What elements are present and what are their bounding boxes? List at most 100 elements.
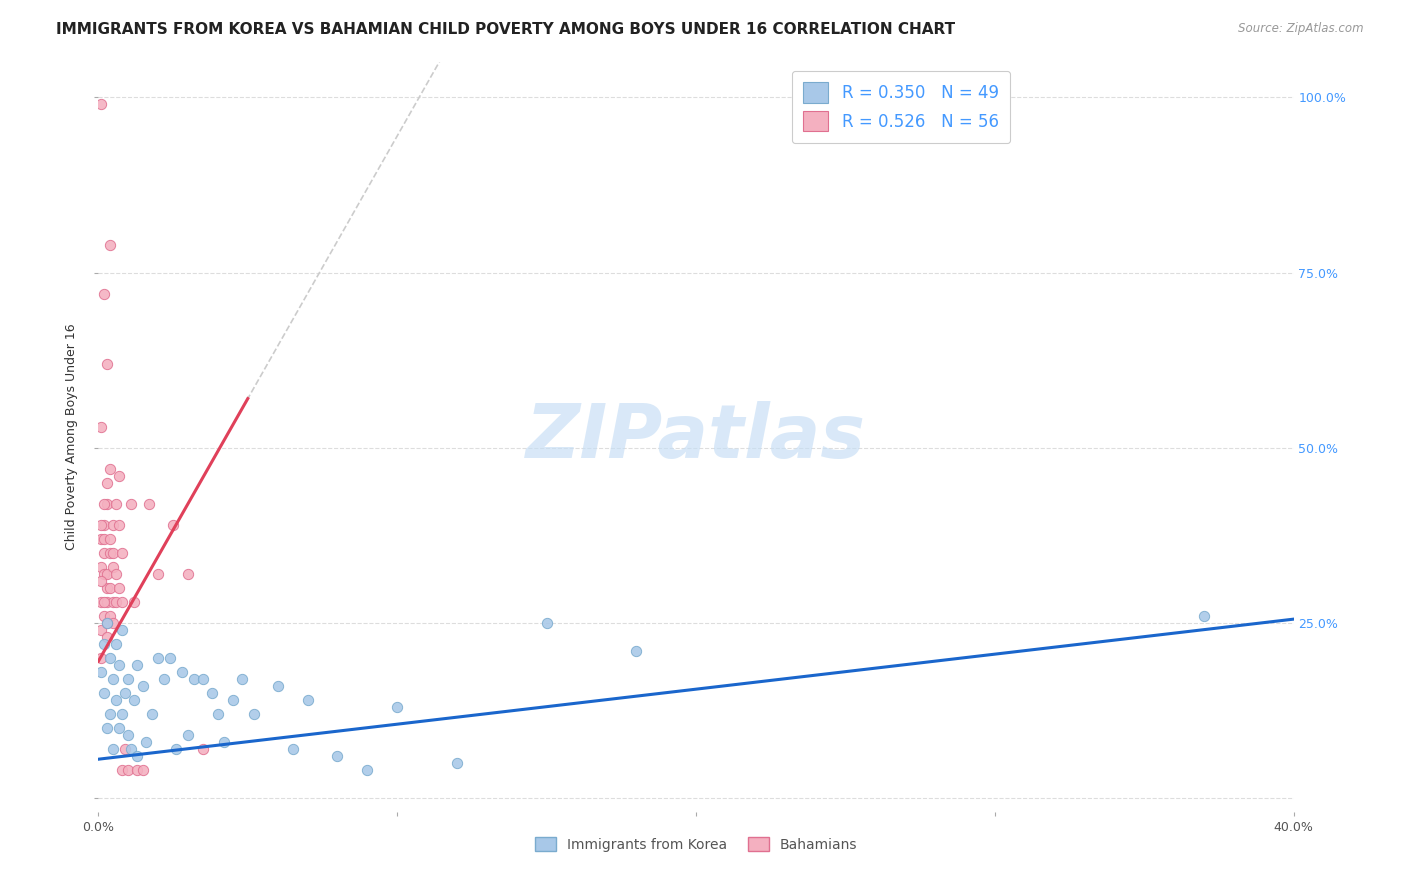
Point [124,692,146,706]
Point [103,559,125,574]
Point [132,763,155,777]
Point [108,581,131,595]
Point [93,517,115,532]
Y-axis label: Child Poverty Among Boys Under 16: Child Poverty Among Boys Under 16 [65,324,79,550]
Point [90,419,112,434]
Point [96,630,118,644]
Point [98,581,122,595]
Point [127,748,149,763]
Point [98,608,122,623]
Point [93,566,115,581]
Point [111,594,134,608]
Point [111,546,134,560]
Point [90,97,112,112]
Point [103,517,125,532]
Point [135,734,157,748]
Point [191,672,214,686]
Point [356,763,378,777]
Point [93,497,115,511]
Legend: Immigrants from Korea, Bahamians: Immigrants from Korea, Bahamians [529,831,863,857]
Point [98,650,122,665]
Point [132,679,155,693]
Point [108,657,131,672]
Point [108,721,131,735]
Point [191,741,214,756]
Point [111,623,134,637]
Point [90,559,112,574]
Point [96,615,118,630]
Point [98,532,122,546]
Point [108,468,131,483]
Point [153,672,176,686]
Point [111,763,134,777]
Point [103,546,125,560]
Point [96,497,118,511]
Point [385,699,409,714]
Point [162,517,184,532]
Point [117,728,139,742]
Point [96,475,118,490]
Text: IMMIGRANTS FROM KOREA VS BAHAMIAN CHILD POVERTY AMONG BOYS UNDER 16 CORRELATION : IMMIGRANTS FROM KOREA VS BAHAMIAN CHILD … [56,22,955,37]
Point [90,574,112,588]
Point [141,706,163,721]
Point [105,566,128,581]
Point [446,756,468,770]
Point [231,672,253,686]
Point [124,594,146,608]
Point [127,657,149,672]
Text: Source: ZipAtlas.com: Source: ZipAtlas.com [1239,22,1364,36]
Point [98,237,122,252]
Point [90,665,112,679]
Point [96,594,118,608]
Point [177,728,200,742]
Point [127,763,149,777]
Point [98,546,122,560]
Point [93,594,115,608]
Point [103,741,125,756]
Point [172,665,194,679]
Point [267,679,290,693]
Point [105,594,128,608]
Point [1192,608,1215,623]
Point [96,566,118,581]
Point [297,692,319,706]
Point [207,706,229,721]
Point [90,650,112,665]
Point [536,615,558,630]
Point [93,286,115,301]
Point [165,741,187,756]
Point [93,546,115,560]
Point [96,721,118,735]
Point [201,686,224,700]
Point [96,357,118,371]
Point [222,692,245,706]
Point [108,517,131,532]
Point [626,643,648,657]
Point [281,741,304,756]
Point [103,594,125,608]
Point [117,672,139,686]
Point [326,748,349,763]
Point [90,623,112,637]
Point [159,650,181,665]
Point [98,706,122,721]
Point [98,461,122,475]
Point [120,497,142,511]
Point [138,497,160,511]
Point [117,763,139,777]
Point [114,741,136,756]
Point [212,734,235,748]
Point [148,650,170,665]
Point [105,497,128,511]
Point [103,615,125,630]
Point [90,532,112,546]
Point [93,637,115,651]
Point [111,706,134,721]
Point [93,532,115,546]
Point [90,594,112,608]
Point [177,566,200,581]
Point [105,692,128,706]
Point [96,615,118,630]
Point [114,686,136,700]
Point [93,608,115,623]
